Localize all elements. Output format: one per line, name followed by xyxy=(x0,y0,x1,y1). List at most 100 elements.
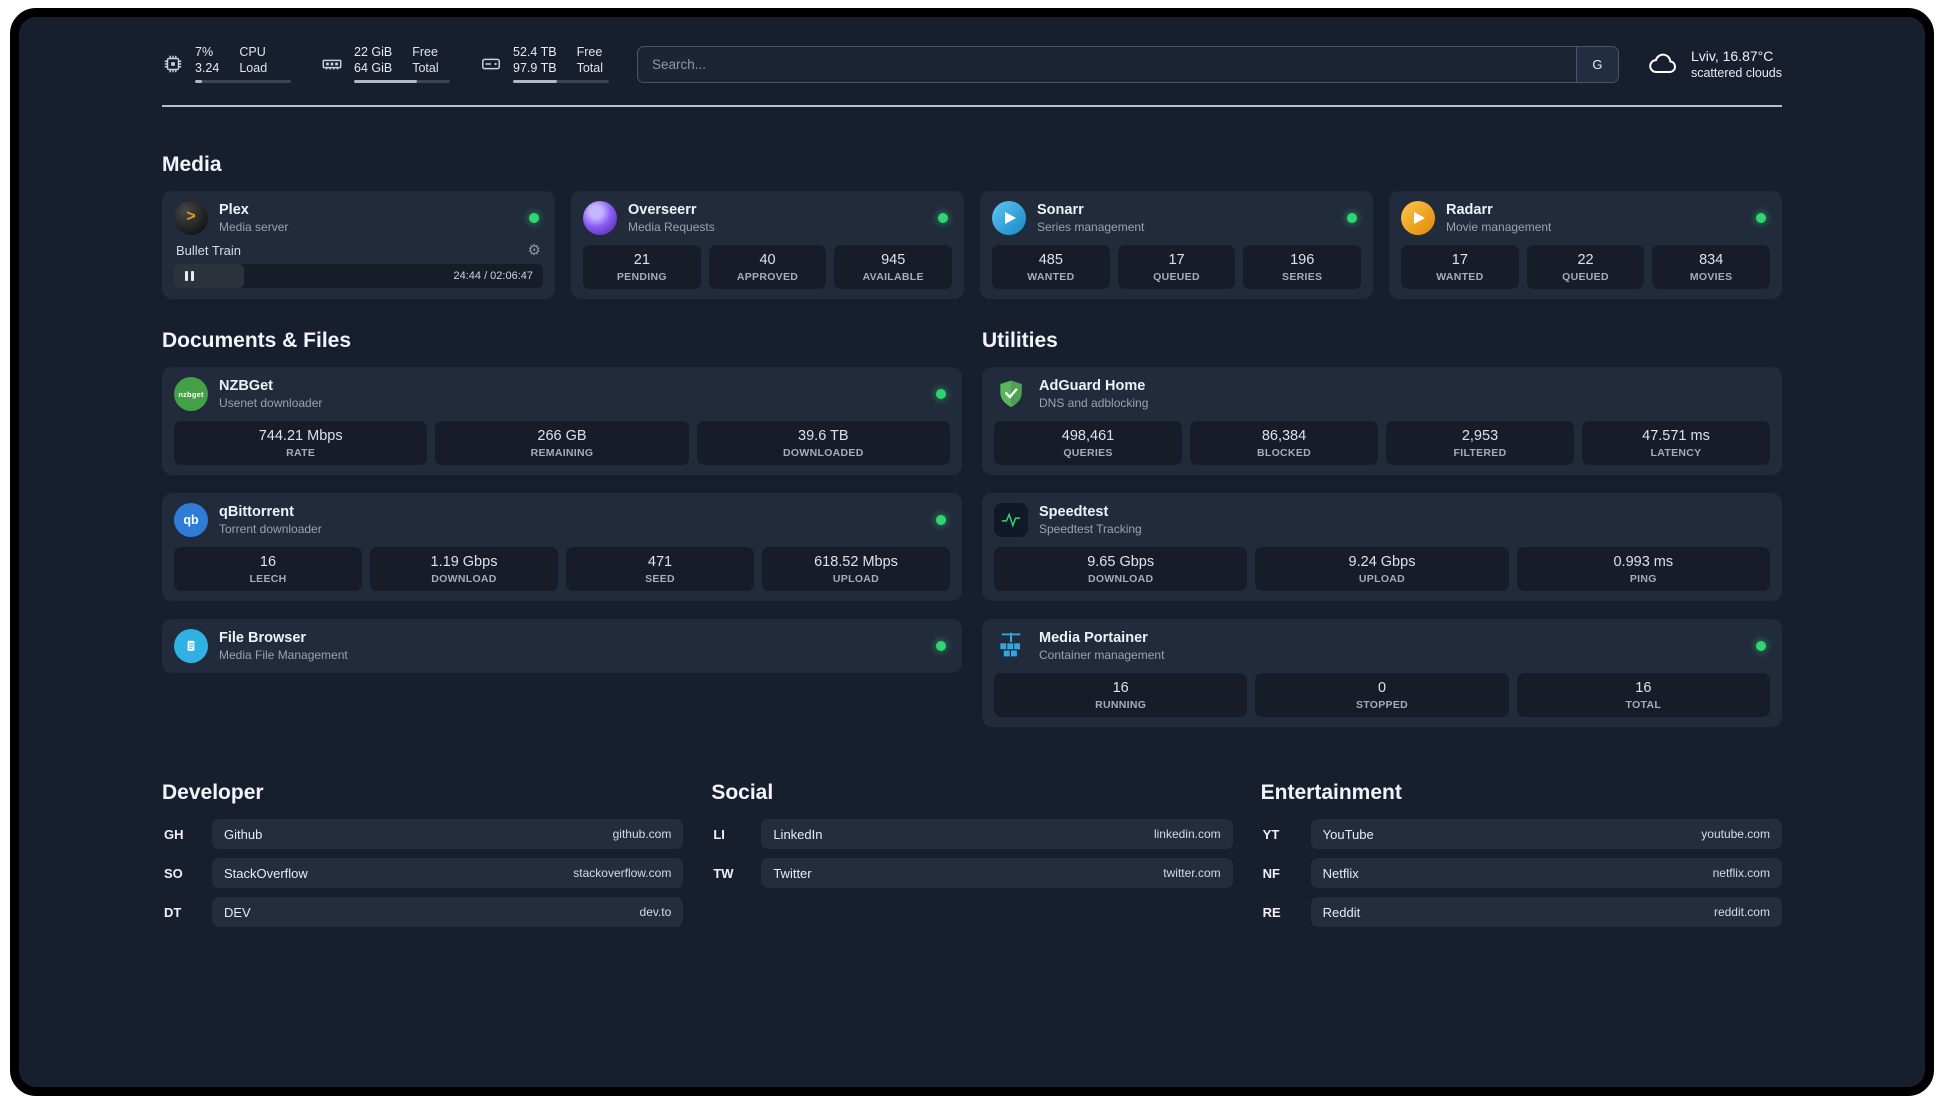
service-card-speedtest[interactable]: Speedtest Speedtest Tracking 9.65 Gbps D… xyxy=(982,493,1782,602)
stat-item: 40 APPROVED xyxy=(708,245,827,290)
status-dot xyxy=(938,213,948,224)
service-card-portainer[interactable]: Media Portainer Container management 16 … xyxy=(982,619,1782,728)
cpu-widget: 7% 3.24 CPU Load xyxy=(162,45,291,84)
bookmark-twitter[interactable]: TW Twitter twitter.com xyxy=(711,858,1233,889)
service-name: AdGuard Home xyxy=(1039,378,1146,395)
ram-total-label: Total xyxy=(412,60,439,75)
stat-item: 21 PENDING xyxy=(583,245,701,290)
search-input[interactable] xyxy=(638,46,1576,82)
service-card-plex[interactable]: > Plex Media server Bullet Train ⚙ xyxy=(162,191,555,300)
bookmark-abbr: LI xyxy=(713,826,725,842)
overseerr-icon xyxy=(583,201,617,236)
service-name: Sonarr xyxy=(1037,202,1084,219)
service-card-sonarr[interactable]: Sonarr Series management 485 WANTED 17 Q… xyxy=(980,191,1373,300)
bookmark-abbr: RE xyxy=(1262,904,1281,920)
bookmark-netflix[interactable]: NF Netflix netflix.com xyxy=(1261,858,1782,889)
service-subtitle: Usenet downloader xyxy=(219,396,323,411)
resource-widgets: 7% 3.24 CPU Load xyxy=(162,45,609,84)
bookmark-url: stackoverflow.com xyxy=(573,866,672,881)
disk-free-label: Free xyxy=(576,45,603,59)
stat-item: 196 SERIES xyxy=(1243,245,1362,290)
qbittorrent-icon: qb xyxy=(174,503,208,538)
cpu-usage-value: 7% xyxy=(195,45,214,59)
service-subtitle: Series management xyxy=(1037,220,1145,235)
portainer-icon xyxy=(994,629,1028,663)
search-bar: G xyxy=(637,45,1619,83)
search-engine-button[interactable]: G xyxy=(1575,46,1618,82)
cpu-load-label: Load xyxy=(239,60,268,75)
bookmark-reddit[interactable]: RE Reddit reddit.com xyxy=(1261,897,1782,928)
bookmark-url: linkedin.com xyxy=(1153,827,1221,842)
stat-item: 86,384 BLOCKED xyxy=(1190,421,1378,466)
bookmark-abbr: TW xyxy=(713,865,734,881)
section-title-social: Social xyxy=(711,781,774,805)
service-name: Overseerr xyxy=(628,202,697,219)
service-card-overseerr[interactable]: Overseerr Media Requests 21 PENDING 40 A… xyxy=(571,191,964,300)
section-title-entertainment: Entertainment xyxy=(1260,781,1402,805)
bookmark-url: twitter.com xyxy=(1163,866,1221,881)
stat-item: 834 MOVIES xyxy=(1652,245,1771,290)
stat-item: 498,461 QUERIES xyxy=(994,421,1182,466)
disk-total-label: Total xyxy=(576,60,603,75)
ram-free-label: Free xyxy=(412,45,438,59)
service-name: NZBGet xyxy=(219,378,273,395)
bookmark-url: github.com xyxy=(612,827,672,842)
service-subtitle: Media Requests xyxy=(628,220,715,235)
dashboard-panel: 7% 3.24 CPU Load xyxy=(10,8,1934,1096)
stat-item: 47.571 ms LATENCY xyxy=(1582,421,1770,466)
bookmark-name: DEV xyxy=(224,904,251,920)
service-card-radarr[interactable]: Radarr Movie management 17 WANTED 22 QUE… xyxy=(1389,191,1782,300)
topbar-divider xyxy=(162,105,1782,108)
disk-total-value: 97.9 TB xyxy=(513,60,557,75)
service-subtitle: Torrent downloader xyxy=(219,522,322,537)
cloud-icon xyxy=(1647,48,1679,80)
filebrowser-icon xyxy=(174,629,208,664)
stat-item: 945 AVAILABLE xyxy=(834,245,953,290)
service-card-filebrowser[interactable]: File Browser Media File Management xyxy=(162,619,962,674)
bookmark-youtube[interactable]: YT YouTube youtube.com xyxy=(1261,819,1782,850)
bookmark-url: netflix.com xyxy=(1712,866,1770,881)
stat-item: 0 STOPPED xyxy=(1255,673,1509,718)
stat-item: 17 QUEUED xyxy=(1117,245,1236,290)
status-dot xyxy=(1756,213,1766,224)
nzbget-icon: nzbget xyxy=(174,377,208,412)
memory-widget: 22 GiB 64 GiB Free Total xyxy=(321,45,450,84)
ram-icon xyxy=(321,53,343,75)
ram-total-value: 64 GiB xyxy=(354,60,393,75)
bookmark-name: Reddit xyxy=(1322,904,1361,920)
status-dot xyxy=(936,641,946,652)
stat-item: 266 GB REMAINING xyxy=(435,421,689,466)
service-subtitle: Speedtest Tracking xyxy=(1039,522,1142,537)
service-card-qbittorrent[interactable]: qb qBittorrent Torrent downloader 16 LEE… xyxy=(162,493,962,602)
service-card-adguard[interactable]: AdGuard Home DNS and adblocking 498,461 … xyxy=(982,367,1782,476)
section-title-files: Documents & Files xyxy=(162,329,352,353)
bookmark-name: LinkedIn xyxy=(773,826,823,842)
bookmark-github[interactable]: GH Github github.com xyxy=(162,819,684,850)
service-name: File Browser xyxy=(219,630,307,647)
ram-free-value: 22 GiB xyxy=(354,45,393,59)
service-name: Plex xyxy=(219,202,249,219)
status-dot xyxy=(1756,641,1766,652)
radarr-icon xyxy=(1401,201,1435,236)
service-card-nzbget[interactable]: nzbget NZBGet Usenet downloader 744.21 M… xyxy=(162,367,962,476)
now-playing-widget: Bullet Train ⚙ 24:44 / 02:06:47 xyxy=(174,242,543,289)
weather-condition: scattered clouds xyxy=(1690,66,1782,81)
stat-item: 16 LEECH xyxy=(174,547,362,592)
bookmark-abbr: DT xyxy=(164,904,182,920)
bookmark-abbr: SO xyxy=(164,865,183,881)
service-subtitle: DNS and adblocking xyxy=(1039,396,1149,411)
playback-progress-bar[interactable]: 24:44 / 02:06:47 xyxy=(174,264,543,289)
bookmark-url: dev.to xyxy=(639,905,672,920)
bookmark-abbr: YT xyxy=(1262,826,1280,842)
bookmark-dev[interactable]: DT DEV dev.to xyxy=(162,897,684,928)
playback-time: 24:44 / 02:06:47 xyxy=(453,270,533,283)
pause-icon[interactable] xyxy=(185,271,194,282)
status-dot xyxy=(1347,213,1357,224)
plex-icon: > xyxy=(174,201,208,236)
bookmark-stackoverflow[interactable]: SO StackOverflow stackoverflow.com xyxy=(162,858,684,889)
settings-gear-icon[interactable]: ⚙ xyxy=(527,242,541,260)
section-title-utilities: Utilities xyxy=(982,329,1058,353)
disk-progress-bar xyxy=(513,80,609,84)
bookmark-linkedin[interactable]: LI LinkedIn linkedin.com xyxy=(711,819,1233,850)
topbar: 7% 3.24 CPU Load xyxy=(162,45,1782,84)
